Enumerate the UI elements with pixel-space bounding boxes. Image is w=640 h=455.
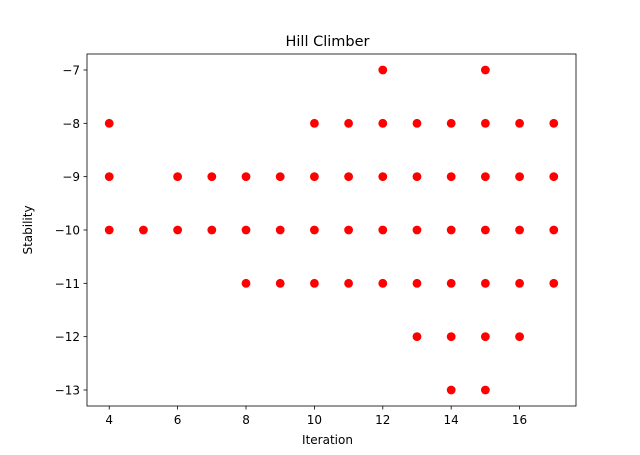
data-point bbox=[378, 225, 388, 235]
data-point bbox=[446, 225, 456, 235]
data-point bbox=[549, 225, 559, 235]
data-point bbox=[549, 172, 559, 182]
y-axis: −7 −8 −9 −10 −11 −12 −13 bbox=[55, 64, 87, 398]
data-point bbox=[480, 172, 490, 182]
data-point bbox=[515, 118, 524, 128]
data-point bbox=[378, 65, 388, 75]
data-point bbox=[480, 65, 490, 75]
data-point bbox=[241, 225, 251, 235]
data-point bbox=[378, 172, 388, 182]
data-point bbox=[241, 172, 251, 182]
x-axis-label: Iteration bbox=[302, 433, 353, 447]
data-point bbox=[104, 118, 114, 128]
data-point bbox=[378, 118, 388, 128]
x-axis: 4 6 8 10 12 14 16 bbox=[105, 406, 527, 427]
y-tick-label: −12 bbox=[55, 330, 80, 344]
y-tick-label: −13 bbox=[55, 384, 80, 398]
y-tick-label: −10 bbox=[55, 224, 80, 238]
data-point bbox=[480, 385, 490, 395]
data-point bbox=[207, 172, 217, 182]
data-point bbox=[480, 332, 490, 342]
data-point bbox=[310, 172, 319, 182]
y-tick-label: −8 bbox=[62, 117, 80, 131]
y-tick-label: −11 bbox=[55, 277, 80, 291]
y-tick-label: −7 bbox=[62, 64, 80, 78]
data-point bbox=[344, 225, 353, 235]
data-points bbox=[104, 65, 559, 395]
x-tick-label: 16 bbox=[512, 413, 527, 427]
x-tick-label: 6 bbox=[174, 413, 182, 427]
x-tick-label: 8 bbox=[242, 413, 250, 427]
data-point bbox=[549, 118, 559, 128]
x-tick-label: 4 bbox=[105, 413, 113, 427]
data-point bbox=[480, 278, 490, 288]
data-point bbox=[446, 118, 456, 128]
data-point bbox=[344, 118, 353, 128]
data-point bbox=[480, 118, 490, 128]
data-point bbox=[275, 172, 285, 182]
data-point bbox=[446, 385, 456, 395]
y-tick-label: −9 bbox=[62, 170, 80, 184]
data-point bbox=[378, 278, 388, 288]
data-point bbox=[344, 172, 353, 182]
data-point bbox=[446, 332, 456, 342]
x-tick-label: 14 bbox=[444, 413, 459, 427]
data-point bbox=[412, 278, 422, 288]
data-point bbox=[412, 118, 422, 128]
x-tick-label: 10 bbox=[307, 413, 322, 427]
data-point bbox=[241, 278, 251, 288]
data-point bbox=[310, 225, 319, 235]
data-point bbox=[173, 225, 183, 235]
data-point bbox=[480, 225, 490, 235]
x-tick-label: 12 bbox=[375, 413, 390, 427]
y-axis-label: Stability bbox=[21, 205, 35, 254]
data-point bbox=[275, 225, 285, 235]
data-point bbox=[104, 172, 114, 182]
data-point bbox=[139, 225, 148, 235]
data-point bbox=[412, 225, 422, 235]
data-point bbox=[515, 332, 524, 342]
data-point bbox=[104, 225, 114, 235]
data-point bbox=[549, 278, 559, 288]
data-point bbox=[173, 172, 183, 182]
data-point bbox=[275, 278, 285, 288]
data-point bbox=[310, 118, 319, 128]
data-point bbox=[515, 225, 524, 235]
data-point bbox=[446, 278, 456, 288]
data-point bbox=[412, 172, 422, 182]
data-point bbox=[344, 278, 353, 288]
data-point bbox=[207, 225, 217, 235]
data-point bbox=[412, 332, 422, 342]
data-point bbox=[515, 172, 524, 182]
chart-title: Hill Climber bbox=[286, 34, 370, 50]
data-point bbox=[446, 172, 456, 182]
data-point bbox=[515, 278, 524, 288]
data-point bbox=[310, 278, 319, 288]
